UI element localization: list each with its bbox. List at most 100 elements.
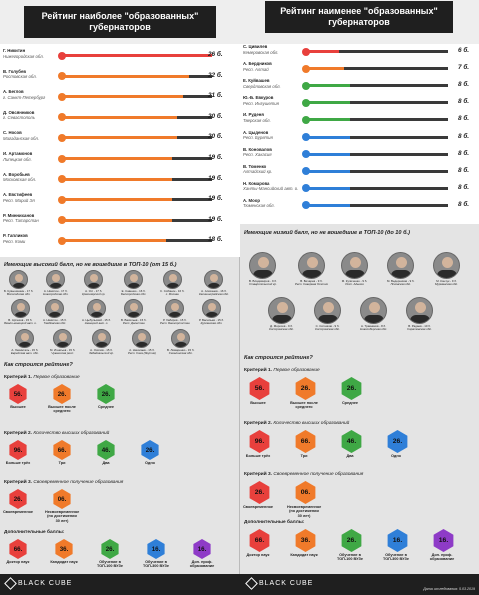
brand-logo: BLACK CUBE — [4, 577, 72, 590]
score-hexagon-label: Три — [58, 461, 66, 465]
ranking-row: Г. Никитин Нижегородская обл. 26 б. — [0, 48, 236, 64]
score-dot — [58, 133, 66, 142]
score-track — [302, 150, 448, 159]
score-hexagon: 66. — [249, 529, 270, 552]
caption-name: А. Алиханов - 16 б. — [201, 289, 227, 293]
photo-caption: Б. Кувышинкин - 17 б. Вологодская обл. — [4, 289, 34, 297]
governor-region: Респ. Бурятия — [243, 135, 273, 140]
governor-region: Респ. Алтай — [243, 66, 269, 72]
method-title-left: Как строился рейтинг? — [4, 362, 73, 368]
photo-caption: А. Никитин - 17 б. Новгородская обл. — [43, 289, 69, 297]
score-label: 19 б. — [208, 195, 223, 203]
score-hexagon-label: Одно — [391, 454, 401, 458]
criterion-text: Своевременное получение образования — [33, 480, 124, 485]
caption-name: Б. Кувышинкин - 17 б. — [4, 289, 34, 293]
governor-photo-card: А. Алиханов - 16 б. Калининградская обл. — [199, 270, 229, 297]
score-track — [302, 184, 448, 193]
caption-region: Респ. Саха (Якутия) — [128, 351, 156, 356]
criterion-heading: Критерий 2. Количество высших образовани… — [244, 421, 349, 426]
photo-caption: А. Никитин - 15 б. Тамбовская обл. — [43, 318, 67, 326]
score-track — [58, 236, 212, 245]
photo-caption: М. Игнатьев - 15 б. Чувашская респ. — [50, 348, 75, 356]
governor-photo-card: Д. Морозов - 9 б. Костромская обл. — [268, 297, 295, 332]
photo-caption: А. Николаев - 15 б. Респ. Саха (Якутия) — [128, 348, 156, 356]
caption-name: В. Васильев - 15 б. — [121, 318, 147, 322]
governor-photo — [360, 297, 387, 324]
governor-photo-card: В. Владимиров - 9 б. Ставропольский кр. — [249, 252, 277, 287]
governor-photo — [86, 299, 106, 318]
criterion-heading: Критерий 1. Первое образование — [4, 375, 80, 380]
score-hexagon: 66. — [53, 440, 71, 460]
photo-caption: Е. Савенко - 16 б. Белгородская обл. — [121, 289, 146, 297]
governor-name: С. Носов Магаданская обл. — [3, 130, 39, 141]
score-hexagon-label: Доп. проф. образование — [429, 553, 455, 562]
score-hexagon-label: Несвоевременное (по достижении 30 лет) — [45, 510, 80, 523]
photo-caption: В. Васильев - 15 б. Респ. Дагестан — [121, 318, 147, 326]
score-track — [58, 92, 212, 101]
score-hexagon: 16. — [433, 529, 454, 552]
criterion-heading: Критерий 3. Своевременное получение обра… — [244, 472, 363, 477]
score-label: 22 б. — [208, 71, 223, 79]
score-dot — [58, 175, 66, 184]
photo-caption: М. Куличенко - 9 б. Респ. Адыгея — [341, 279, 368, 287]
score-bar — [306, 152, 350, 156]
caption-region: Ямало-ненецкий авт. о. — [4, 321, 37, 326]
score-hexagon-label: Два — [346, 454, 354, 458]
caption-region: Забайкальский кр. — [89, 351, 114, 356]
governor-region: Липецкая обл. — [3, 156, 32, 162]
score-label: 26 б. — [208, 51, 223, 58]
score-hexagon-label: Два — [102, 461, 110, 465]
score-label: 6 б. — [458, 47, 470, 54]
research-date: Дата исследования: 5.03.2019 — [423, 587, 475, 591]
criterion-label: Критерий 3. — [244, 472, 272, 477]
score-bar — [306, 67, 345, 71]
governor-photo-card: А. Николаев - 15 б. Респ. Саха (Якутия) — [128, 329, 156, 356]
photo-caption: В. Бичарев - 9 б. Респ. Северная Осетия — [295, 279, 328, 287]
governor-photo-card: М. Кончук - 9 б. Мурманская обл. — [433, 252, 460, 287]
method-title-right: Как строился рейтинг? — [244, 355, 313, 361]
caption-name: В. Радаев - 10 б. — [408, 324, 431, 328]
score-bar — [306, 118, 350, 122]
criterion-heading: Дополнительные баллы: — [244, 520, 304, 525]
score-hexagon: 16. — [387, 529, 408, 552]
governor-region: Респ. Марий Эл — [3, 197, 35, 203]
score-hexagon-label: Обучение в ТОП-100 ВУЗе — [336, 553, 363, 562]
score-label: 8 б. — [458, 98, 470, 106]
score-track — [58, 72, 212, 81]
score-hexagon: 66. — [295, 430, 316, 453]
governor-photo — [201, 299, 221, 318]
score-dot — [302, 184, 310, 193]
score-hexagon: 36. — [55, 539, 73, 559]
photo-caption: В. Лимаренко - 15 б. Сахалинская обл. — [167, 348, 194, 356]
governor-photo-card: В. Лимаренко - 15 б. Сахалинская обл. — [167, 329, 194, 356]
score-track — [302, 201, 448, 210]
governor-photo — [165, 299, 185, 318]
score-hexagon: 26. — [249, 481, 270, 504]
score-track — [302, 81, 448, 90]
caption-region: Курганская обл. — [200, 321, 223, 326]
governor-photo-card: А. Усс - 17 б. Красноярский кр. — [82, 270, 105, 297]
caption-region: Новгородская обл. — [43, 292, 69, 297]
score-track — [302, 133, 448, 141]
score-track — [302, 47, 448, 56]
score-bar — [306, 135, 350, 139]
score-dot — [302, 98, 310, 107]
score-dot — [302, 201, 310, 210]
caption-region: Калининградская обл. — [199, 292, 229, 297]
score-hexagon-label: Одно — [145, 461, 155, 465]
governor-photo — [15, 329, 35, 348]
governor-photo — [84, 270, 104, 289]
governor-photo — [297, 252, 325, 279]
caption-region: Костромская обл. — [269, 327, 294, 332]
governor-region: Магаданская обл. — [3, 135, 39, 141]
ranking-row: Ю.-Б. Евкуров Респ. Ингушетия 8 б. — [240, 95, 476, 111]
ranking-row: И. Руденя Тверская обл. 8 б. — [240, 112, 476, 128]
caption-name: А. Травников - 8 б. — [361, 324, 386, 328]
ranking-row: А. Евстифеев Респ. Марий Эл 19 б. — [0, 192, 236, 208]
governor-photo-card: С. Ситников - 9 б. Костромская обл. — [314, 297, 341, 332]
score-dot — [302, 47, 310, 56]
score-hexagon-label: Своевременное — [2, 510, 34, 514]
caption-region: Респ. Башкортостан — [160, 321, 190, 326]
score-hexagon: 46. — [97, 440, 115, 460]
governor-photo — [53, 329, 73, 348]
